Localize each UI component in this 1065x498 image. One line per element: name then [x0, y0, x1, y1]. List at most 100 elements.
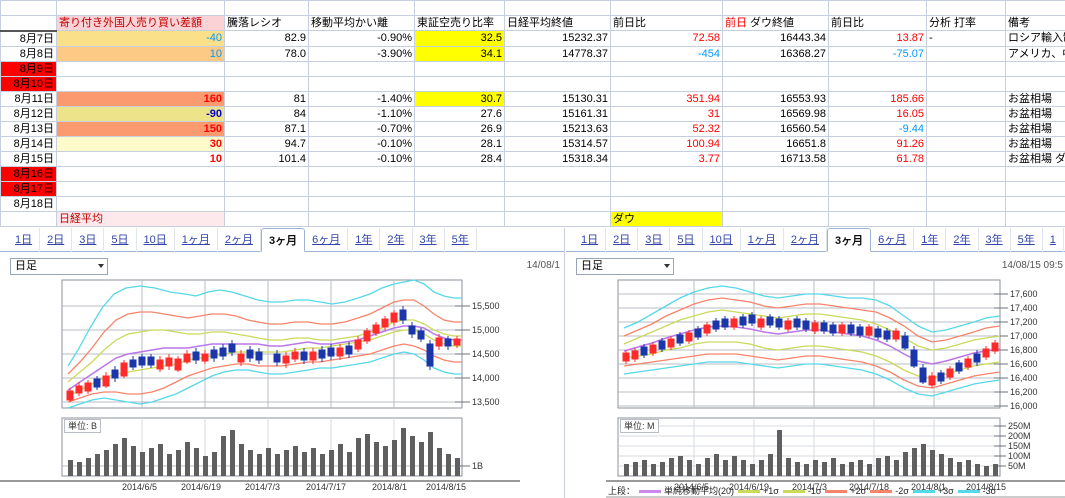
y-tick-label: 17,200: [1010, 317, 1038, 327]
tab-left-8[interactable]: 6ヶ月: [305, 228, 349, 252]
cell-touraku-ratio: [224, 165, 309, 182]
cell-foreign-net: 10: [56, 45, 225, 62]
interval-select-left[interactable]: 日足: [10, 258, 108, 275]
x-tick-label: 2014/6/5: [674, 482, 710, 492]
cell-analysis: [926, 195, 1006, 212]
tab-right-9[interactable]: 1年: [914, 228, 947, 252]
table-row[interactable]: 8月18日: [0, 195, 1065, 212]
cell-empty: [504, 0, 611, 16]
cell-touraku-ratio: 81: [224, 90, 309, 107]
cell-ma-divergence: [308, 180, 415, 197]
tab-left-0[interactable]: 1日: [8, 228, 41, 252]
cell-dow-change: 185.66: [828, 90, 927, 107]
cell-empty: [308, 210, 415, 227]
cell-foreign-net: -90: [56, 105, 225, 122]
table-row[interactable]: 8月16日: [0, 165, 1065, 182]
tab-right-1[interactable]: 2日: [606, 228, 639, 252]
tab-right-8[interactable]: 6ヶ月: [871, 228, 915, 252]
cell-nikkei-close: [504, 180, 611, 197]
interval-select-left-value: 日足: [15, 260, 37, 272]
tab-left-1[interactable]: 2日: [40, 228, 73, 252]
cell-analysis: [926, 45, 1006, 62]
volume-y-tick-label: 150M: [1008, 441, 1031, 451]
tab-right-0[interactable]: 1日: [574, 228, 607, 252]
cell-analysis: [926, 120, 1006, 137]
cell-nikkei-change: [610, 60, 723, 77]
dow-candlestick-svg: [606, 279, 1065, 498]
tab-left-4[interactable]: 10日: [137, 228, 175, 252]
cell-analysis: [926, 150, 1006, 167]
cell-dow-change: 61.78: [828, 150, 927, 167]
tab-left-2[interactable]: 3日: [72, 228, 105, 252]
cell-short-ratio: [414, 75, 505, 92]
tab-right-5[interactable]: 1ヶ月: [741, 228, 784, 252]
cell-nikkei-change: 72.58: [610, 30, 723, 47]
cell-short-ratio: [414, 60, 505, 77]
cell-ma-divergence: [308, 60, 415, 77]
cell-notes: お盆相場: [1005, 120, 1065, 137]
candlesticks-right: [622, 312, 999, 388]
table-row[interactable]: 8月12日 -90 84 -1.10% 27.6 15161.31 31 16569.98 16…: [0, 105, 1065, 122]
tab-right-11[interactable]: 3年: [979, 228, 1011, 252]
cell-nikkei-close: 15213.63: [504, 120, 611, 137]
tab-left-9[interactable]: 1年: [348, 228, 381, 252]
cell-notes: お盆相場: [1005, 90, 1065, 107]
cell-dow-close: 16443.34: [722, 30, 829, 47]
col-header-nikkei-change: 前日比: [610, 15, 723, 31]
table-row[interactable]: 8月11日 160 81 -1.40% 30.7 15130.31 351.94 16553.…: [0, 90, 1065, 107]
table-row[interactable]: 8月17日: [0, 180, 1065, 197]
tab-left-7[interactable]: 3ヶ月: [261, 228, 306, 252]
cell-touraku-ratio: 82.9: [224, 30, 309, 47]
tab-right-4[interactable]: 10日: [703, 228, 741, 252]
interval-select-right[interactable]: 日足: [576, 258, 674, 275]
cell-nikkei-change: [610, 180, 723, 197]
tab-left-12[interactable]: 5年: [445, 228, 477, 252]
cell-empty: [1005, 210, 1065, 227]
cell-ma-divergence: -1.10%: [308, 105, 415, 122]
tab-right-13[interactable]: 1: [1043, 228, 1064, 252]
chart-legend-upper: 上段： 単純移動平均(20) +1σ -1σ +2σ -2σ +3σ -3σ: [608, 484, 996, 497]
cell-nikkei-close: 15130.31: [504, 90, 611, 107]
cell-nikkei-change: 351.94: [610, 90, 723, 107]
x-tick-label: 2014/6/19: [181, 482, 222, 492]
period-tabbar-right[interactable]: 1日 2日 3日 5日 10日 1ヶ月 2ヶ月 3ヶ月 6ヶ月 1年 2年 3年 5年 1: [566, 228, 1065, 252]
tab-right-10[interactable]: 2年: [946, 228, 979, 252]
cell-empty: [828, 210, 927, 227]
tab-left-3[interactable]: 5日: [104, 228, 137, 252]
period-tabbar-left[interactable]: 1日 2日 3日 5日 10日 1ヶ月 2ヶ月 3ヶ月 6ヶ月 1年 2年 3年 5年: [0, 228, 564, 252]
table-row[interactable]: 8月7日 -40 82.9 -0.90% 32.5 15232.37 72.58 16443.…: [0, 30, 1065, 47]
table-row[interactable]: 8月10日: [0, 75, 1065, 92]
tab-right-7[interactable]: 3ヶ月: [827, 228, 872, 252]
tab-right-12[interactable]: 5年: [1011, 228, 1043, 252]
legend-swatch: [639, 490, 662, 494]
table-row[interactable]: 8月9日: [0, 60, 1065, 77]
y-tick-label: 14,000: [472, 373, 500, 383]
table-row[interactable]: 8月15日 10 101.4 -0.10% 28.4 15318.34 3.77 16713.…: [0, 150, 1065, 167]
table-row[interactable]: 8月14日 30 94.7 -0.10% 28.1 15314.57 100.94 16651…: [0, 135, 1065, 152]
cell-dow-close: 16569.98: [722, 105, 829, 122]
cell-short-ratio: [414, 180, 505, 197]
col-header-ma-divergence: 移動平均かい離: [308, 15, 415, 31]
cell-notes: [1005, 60, 1065, 77]
tab-right-3[interactable]: 5日: [670, 228, 703, 252]
cell-foreign-net: [56, 195, 225, 212]
tab-right-2[interactable]: 3日: [638, 228, 671, 252]
col-header-foreign-net: 寄り付き外国人売り買い差額: [56, 15, 225, 31]
chart-timestamp-right: 14/08/15 09:5: [1001, 260, 1063, 271]
table-row[interactable]: 8月8日 10 78.0 -3.90% 34.1 14778.37 -454 16368.27…: [0, 45, 1065, 62]
table-row[interactable]: 8月13日 150 87.1 -0.70% 26.9 15213.63 52.32 16560…: [0, 120, 1065, 137]
col-header-analysis: 分析 打率: [926, 15, 1006, 31]
tab-left-6[interactable]: 2ヶ月: [218, 228, 261, 252]
cell-empty: [224, 210, 309, 227]
tab-left-5[interactable]: 1ヶ月: [175, 228, 218, 252]
tab-left-11[interactable]: 3年: [413, 228, 445, 252]
cell-notes: お盆相場: [1005, 135, 1065, 152]
cell-dow-change: [828, 60, 927, 77]
legend-label: -1σ: [807, 486, 822, 496]
tab-left-10[interactable]: 2年: [380, 228, 413, 252]
chevron-down-icon: [664, 264, 670, 268]
tab-right-6[interactable]: 2ヶ月: [784, 228, 827, 252]
market-data-table: 寄り付き外国人売り買い差額 騰落レシオ 移動平均かい離 東証空売り比率 日経平均終値 前日…: [0, 0, 1065, 227]
cell-analysis: [926, 180, 1006, 197]
